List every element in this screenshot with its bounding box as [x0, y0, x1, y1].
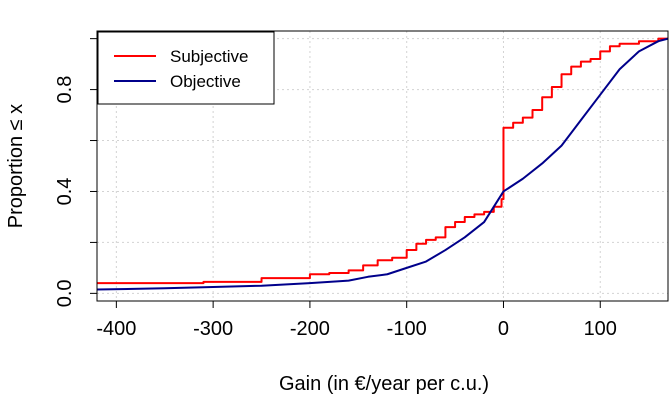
x-tick-label: 0 — [498, 318, 509, 340]
legend-box — [97, 31, 275, 105]
x-tick-label: -300 — [193, 318, 233, 340]
x-tick-label: 100 — [584, 318, 617, 340]
x-tick-label: -100 — [387, 318, 427, 340]
y-tick-label: 0.4 — [54, 178, 76, 206]
series-line-objective — [96, 37, 669, 291]
plot-frame — [96, 30, 669, 302]
y-axis-title: Proportion ≤ x — [5, 104, 27, 228]
x-tick-label: -200 — [290, 318, 330, 340]
x-axis-title: Gain (in €/year per c.u.) — [279, 373, 489, 395]
legend-label-subjective: Subjective — [170, 47, 248, 66]
legend: Subjective Objective — [97, 31, 275, 105]
series-layer — [96, 37, 669, 291]
legend-label-objective: Objective — [170, 72, 241, 91]
y-tick-label: 0.0 — [54, 279, 76, 307]
x-tick-label: -400 — [96, 318, 136, 340]
series-line-subjective — [97, 37, 668, 285]
y-tick-label: 0.8 — [54, 76, 76, 104]
